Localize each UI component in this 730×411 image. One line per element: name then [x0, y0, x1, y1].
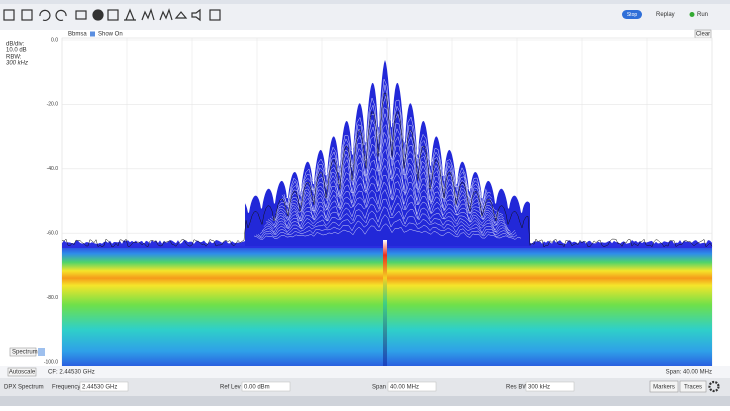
- y-tick-label: 0.0: [51, 37, 58, 43]
- clear-text: Clear: [696, 32, 710, 38]
- y-tick-label: -60.0: [47, 231, 59, 237]
- run-icon: [689, 12, 695, 17]
- traces-text: Traces: [684, 385, 702, 391]
- y-tick-label: -100.0: [44, 359, 58, 365]
- status-text: Stop: [627, 12, 638, 18]
- span-status-label: Span: [372, 385, 386, 391]
- view-text: Spectrum: [12, 350, 38, 356]
- signal-trace: [253, 223, 522, 240]
- frequency-label: Frequency: [52, 385, 80, 391]
- show-checkbox[interactable]: [90, 31, 95, 37]
- res-bw-field[interactable]: [525, 381, 575, 392]
- y-tick-label: -20.0: [47, 102, 59, 108]
- center-line: [383, 240, 387, 366]
- signal-trace: [255, 214, 518, 239]
- ref-lev-label: Ref Lev: [220, 385, 241, 391]
- icon[interactable]: [124, 8, 136, 21]
- icon[interactable]: [209, 9, 221, 21]
- frequency-field[interactable]: [79, 381, 129, 392]
- signal-envelope: [245, 60, 530, 246]
- run-button[interactable]: Run: [697, 12, 708, 18]
- spectrum: [61, 60, 713, 366]
- icon[interactable]: [3, 9, 15, 21]
- y-tick-label: -80.0: [47, 295, 59, 301]
- span-field[interactable]: [387, 381, 437, 392]
- ref-lev-value: 0.00 dBm: [244, 385, 270, 391]
- markers-button[interactable]: [649, 380, 679, 393]
- menu-bar: [0, 0, 730, 4]
- icon[interactable]: [159, 8, 173, 21]
- icon[interactable]: [21, 9, 33, 21]
- icon[interactable]: [107, 9, 119, 21]
- signal-trace: [287, 78, 487, 204]
- plot-footer: [0, 366, 730, 378]
- settings-icon[interactable]: [708, 380, 720, 393]
- toolbar: [0, 0, 730, 30]
- trace-label: Bbmsa: [68, 32, 87, 38]
- rbw-value: 300 kHz: [6, 61, 28, 67]
- icon[interactable]: [174, 11, 188, 19]
- signal-trace: [261, 189, 512, 233]
- status-pill[interactable]: [622, 10, 642, 19]
- cf-label: CF: 2.44530 GHz: [48, 370, 95, 376]
- signal-trace: [271, 148, 504, 222]
- view-toggle[interactable]: [38, 348, 45, 356]
- y-axis: 0.0 -20.0 -40.0 -60.0 -80.0 -100.0: [44, 37, 58, 365]
- signal-trace: [285, 84, 488, 200]
- signal-trace: [263, 181, 511, 232]
- signal-trace: [259, 198, 516, 235]
- show-label: Show On: [98, 32, 123, 38]
- icon[interactable]: [141, 8, 155, 21]
- db-div-label: dB/div:: [6, 42, 25, 48]
- markers-text: Markers: [653, 385, 675, 391]
- frequency-value: 2.44530 GHz: [82, 385, 117, 391]
- signal-trace: [267, 164, 506, 226]
- traces-button[interactable]: [679, 380, 707, 393]
- average-trace: [61, 92, 713, 248]
- icon[interactable]: [75, 10, 87, 20]
- res-bw-value: 300 kHz: [528, 385, 550, 391]
- db-div-value: 10.0 dB: [6, 48, 27, 54]
- ref-lev-field[interactable]: [241, 381, 291, 392]
- autoscale-button[interactable]: [7, 367, 37, 377]
- toolbar-icons: [3, 8, 221, 22]
- view-select[interactable]: [9, 347, 37, 357]
- autoscale-text: Autoscale: [9, 370, 36, 376]
- icon[interactable]: [39, 9, 51, 21]
- res-bw-label: Res BW: [506, 385, 528, 391]
- icon[interactable]: [55, 9, 67, 21]
- span-label: Span: 40.00 MHz: [666, 370, 712, 376]
- signal-trace: [269, 157, 505, 224]
- icon[interactable]: [92, 9, 104, 21]
- icon[interactable]: [191, 8, 201, 22]
- replay-button[interactable]: Replay: [656, 12, 675, 18]
- signal-trace: [273, 137, 500, 220]
- mode: DPX Spectrum: [4, 385, 44, 391]
- signal-trace: [257, 206, 517, 238]
- taskbar: [0, 396, 730, 406]
- span-value: 40.00 MHz: [390, 385, 419, 391]
- y-tick-label: -40.0: [47, 166, 59, 172]
- rbw-label: RBW:: [6, 55, 22, 61]
